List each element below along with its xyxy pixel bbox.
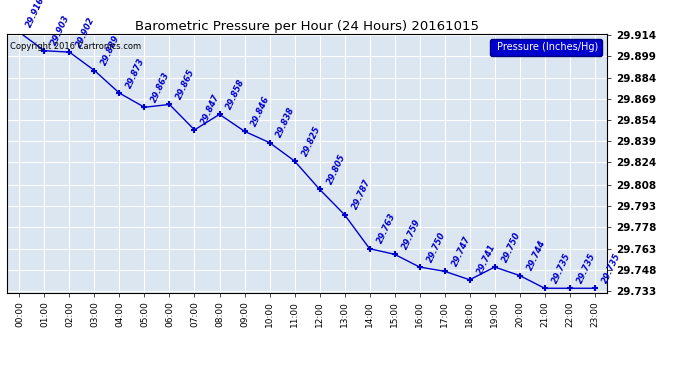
Text: 29.846: 29.846 <box>250 94 272 128</box>
Legend: Pressure (Inches/Hg): Pressure (Inches/Hg) <box>491 39 602 56</box>
Title: Barometric Pressure per Hour (24 Hours) 20161015: Barometric Pressure per Hour (24 Hours) … <box>135 20 479 33</box>
Text: Copyright 2016 Cartronics.com: Copyright 2016 Cartronics.com <box>10 42 141 51</box>
Text: 29.735: 29.735 <box>575 252 597 285</box>
Text: 29.750: 29.750 <box>500 230 522 264</box>
Text: 29.916: 29.916 <box>25 0 47 29</box>
Text: 29.747: 29.747 <box>450 234 472 268</box>
Text: 29.805: 29.805 <box>325 153 347 186</box>
Text: 29.902: 29.902 <box>75 15 97 49</box>
Text: 29.744: 29.744 <box>525 239 547 272</box>
Text: 29.735: 29.735 <box>600 252 622 285</box>
Text: 29.858: 29.858 <box>225 78 247 111</box>
Text: 29.903: 29.903 <box>50 14 72 47</box>
Text: 29.863: 29.863 <box>150 70 172 104</box>
Text: 29.865: 29.865 <box>175 68 197 101</box>
Text: 29.763: 29.763 <box>375 212 397 245</box>
Text: 29.741: 29.741 <box>475 243 497 276</box>
Text: 29.873: 29.873 <box>125 56 147 90</box>
Text: 29.838: 29.838 <box>275 106 297 139</box>
Text: 29.825: 29.825 <box>300 124 322 158</box>
Text: 29.787: 29.787 <box>350 178 372 211</box>
Text: 29.847: 29.847 <box>200 93 222 126</box>
Text: 29.759: 29.759 <box>400 217 422 251</box>
Text: 29.889: 29.889 <box>100 34 122 67</box>
Text: 29.735: 29.735 <box>550 252 572 285</box>
Text: 29.750: 29.750 <box>425 230 447 264</box>
